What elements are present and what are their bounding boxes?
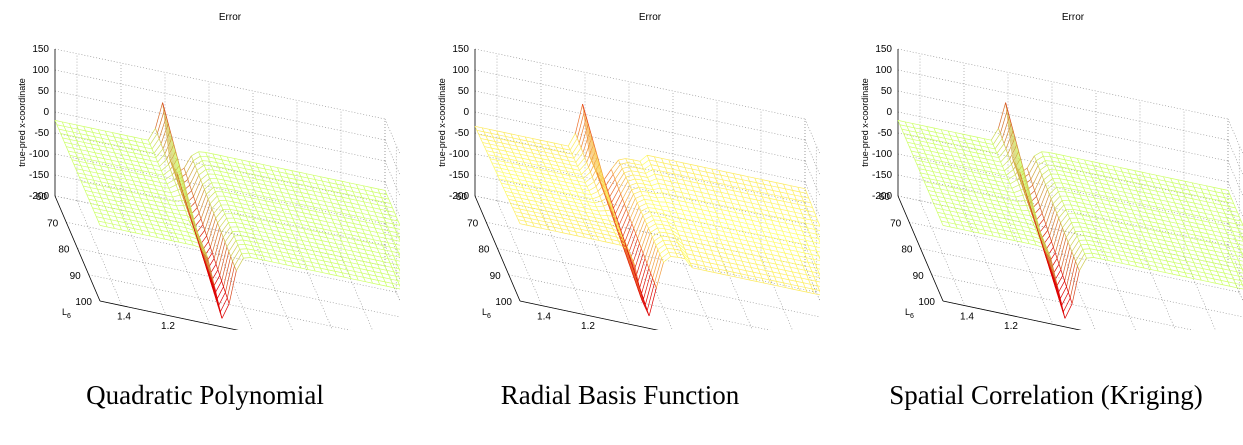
z-tick-label: 150: [875, 44, 892, 55]
z-tick-label: -50: [878, 128, 893, 139]
x-tick-label: 1.4: [537, 312, 551, 323]
z-tick-label: 0: [463, 107, 469, 118]
z-tick-label: 150: [452, 44, 469, 55]
x-axis-line: [99, 300, 239, 330]
y-axis-label: L6: [905, 307, 914, 320]
z-tick-label: -100: [29, 149, 49, 160]
z-tick-label: -50: [35, 128, 50, 139]
z-tick-label: 150: [32, 44, 49, 55]
x-tick-label: 1.2: [1004, 321, 1018, 330]
x-tick-label: 1.4: [117, 312, 131, 323]
z-tick-label: -50: [455, 128, 470, 139]
y-axis-line: [897, 195, 944, 302]
z-tick-label: 50: [881, 86, 893, 97]
z-tick-label: 100: [32, 65, 49, 76]
z-axis-label: true-pred x-coordinate: [437, 78, 447, 167]
surface: [474, 103, 820, 317]
y-tick-label: 90: [490, 271, 502, 282]
z-tick-label: 100: [875, 65, 892, 76]
caption-rbf: Radial Basis Function: [500, 380, 740, 410]
x-axis-line: [519, 300, 659, 330]
y-axis-label: L6: [62, 307, 71, 320]
x-tick-label: 1.2: [161, 321, 175, 330]
z-tick-label: -200: [449, 191, 469, 202]
y-axis-line: [54, 195, 101, 302]
y-tick-label: 80: [478, 245, 490, 256]
z-tick-label: -150: [449, 170, 469, 181]
y-tick-label: 70: [47, 218, 59, 229]
y-tick-label: 60: [456, 192, 468, 203]
x-tick-label: 1.2: [581, 321, 595, 330]
caption-kriging: Spatial Correlation (Kriging): [889, 380, 1203, 410]
y-tick-label: 70: [890, 218, 902, 229]
y-axis-line: [474, 195, 521, 302]
z-tick-label: -100: [449, 149, 469, 160]
z-tick-label: -100: [872, 149, 892, 160]
y-tick-label: 90: [70, 271, 82, 282]
y-tick-label: 80: [58, 245, 70, 256]
surface: [54, 102, 400, 319]
y-axis-label: L6: [482, 307, 491, 320]
grid-lines: [897, 48, 1243, 330]
z-axis-label: true-pred x-coordinate: [860, 78, 870, 167]
y-tick-label: 60: [36, 192, 48, 203]
y-tick-label: 60: [879, 192, 891, 203]
z-axis-label: true-pred x-coordinate: [17, 78, 27, 167]
y-tick-label: 70: [467, 218, 479, 229]
chart-title: Error: [639, 12, 662, 23]
z-tick-label: 0: [43, 107, 49, 118]
grid-lines: [54, 48, 400, 330]
chart-title: Error: [219, 12, 242, 23]
y-tick-label: 100: [75, 297, 92, 308]
caption-quadratic: Quadratic Polynomial: [86, 380, 324, 410]
z-tick-label: 0: [886, 107, 892, 118]
z-tick-label: 50: [38, 86, 50, 97]
z-tick-label: -200: [29, 191, 49, 202]
z-tick-label: 100: [452, 65, 469, 76]
y-tick-label: 90: [913, 271, 925, 282]
y-tick-label: 100: [495, 297, 512, 308]
z-tick-label: 50: [458, 86, 470, 97]
z-tick-label: -200: [872, 191, 892, 202]
z-tick-label: -150: [29, 170, 49, 181]
x-axis-line: [942, 300, 1082, 330]
chart-title: Error: [1062, 12, 1085, 23]
surface: [897, 102, 1243, 319]
y-tick-label: 80: [901, 245, 913, 256]
y-tick-label: 100: [918, 297, 935, 308]
x-tick-label: 1.4: [960, 312, 974, 323]
z-tick-label: -150: [872, 170, 892, 181]
